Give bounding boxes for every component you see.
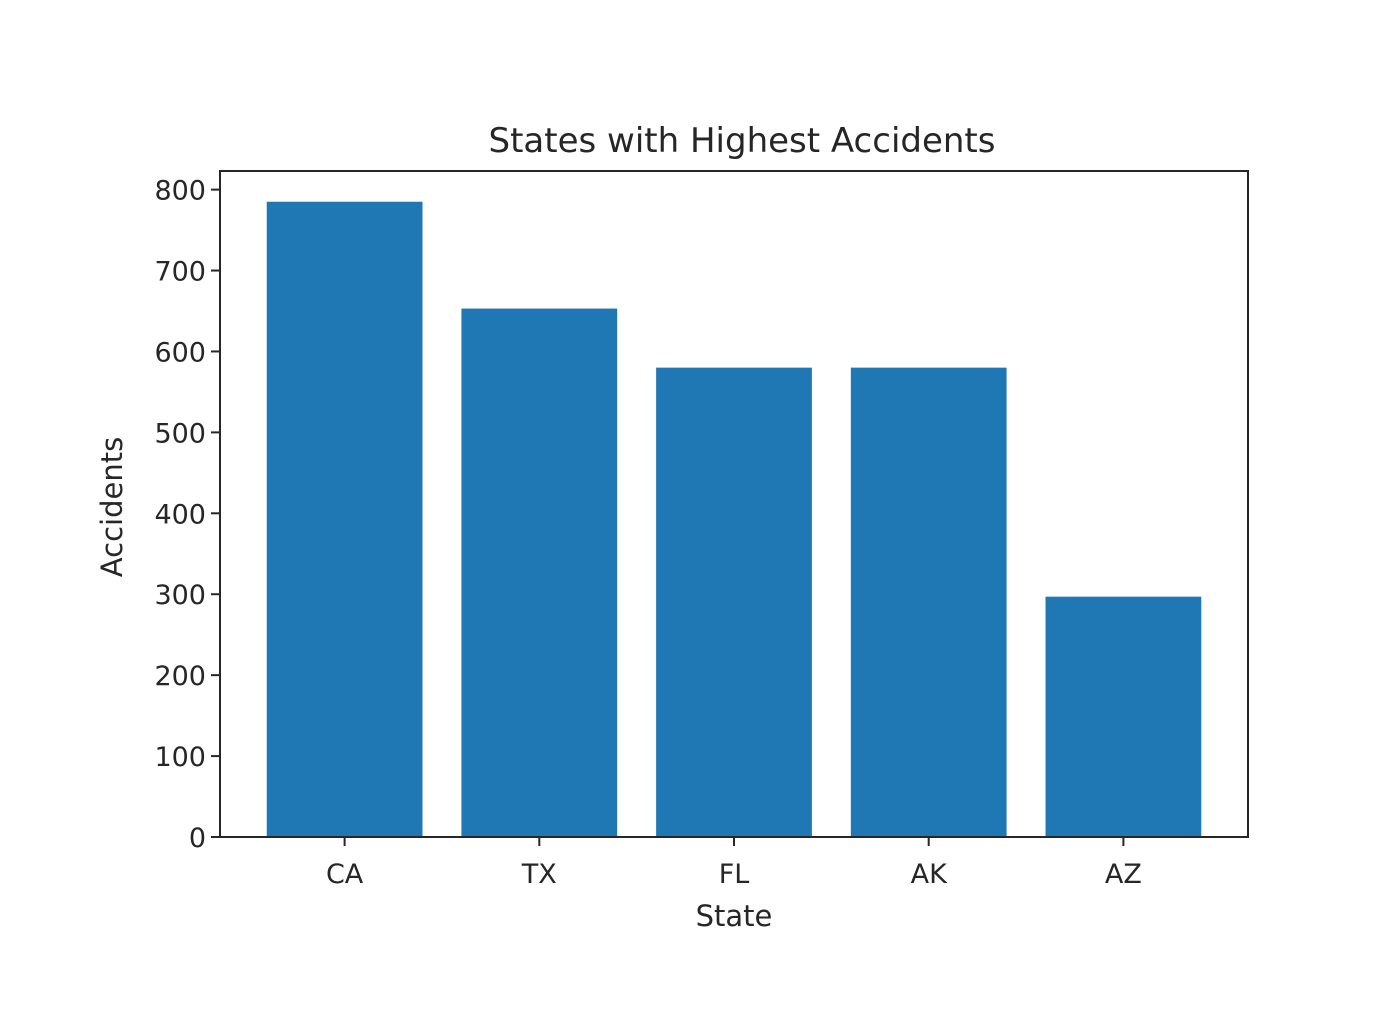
chart-title: States with Highest Accidents — [489, 121, 996, 161]
y-tick-label: 100 — [154, 742, 206, 773]
y-tick-label: 800 — [154, 176, 206, 207]
bar-fl — [656, 367, 812, 837]
bar-tx — [461, 308, 618, 837]
x-axis-label: State — [696, 899, 773, 933]
x-tick-label: AK — [911, 859, 948, 890]
y-axis-label: Accidents — [95, 437, 129, 577]
y-tick-label: 200 — [154, 661, 206, 692]
bar-az — [1045, 596, 1202, 837]
x-axis-ticks: CA TX FL AK AZ — [326, 837, 1142, 890]
bars-group — [266, 201, 1202, 837]
y-tick-label: 300 — [154, 580, 206, 611]
bar-ak — [850, 367, 1007, 837]
plot-frame — [219, 170, 1249, 838]
y-axis-ticks: 0 100 200 300 400 500 600 700 800 — [154, 176, 220, 854]
x-tick-label: CA — [326, 859, 364, 890]
y-tick-label: 0 — [189, 823, 206, 854]
y-tick-label: 700 — [154, 257, 206, 288]
x-tick-label: AZ — [1105, 859, 1142, 890]
y-tick-label: 500 — [154, 418, 206, 449]
y-tick-label: 400 — [154, 499, 206, 530]
x-tick-label: FL — [719, 859, 750, 890]
bar-ca — [266, 201, 423, 837]
x-tick-label: TX — [521, 859, 557, 890]
y-tick-label: 600 — [154, 337, 206, 368]
